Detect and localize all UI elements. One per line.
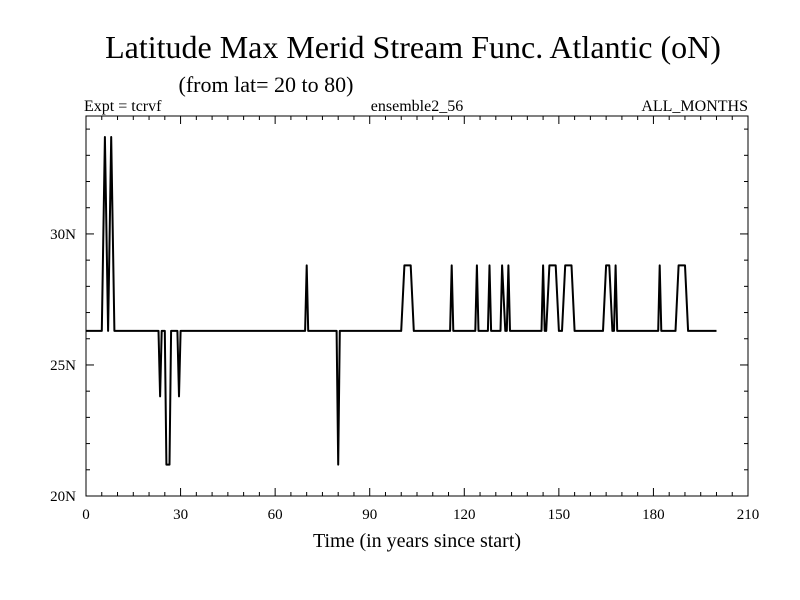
chart-title: Latitude Max Merid Stream Func. Atlantic…: [105, 29, 721, 65]
plot-frame: [85, 115, 749, 497]
header-left: Expt = tcrvf: [84, 98, 162, 115]
x-axis-label: Time (in years since start): [313, 530, 521, 552]
x-tick-label: 210: [737, 507, 760, 523]
header-center: ensemble2_56: [371, 98, 463, 115]
chart-subtitle: (from lat= 20 to 80): [179, 72, 354, 97]
y-tick-labels: 20N 25N 30N: [50, 227, 76, 505]
y-tick-label: 20N: [50, 489, 76, 505]
x-tick-label: 60: [268, 507, 283, 523]
x-tick-label: 30: [173, 507, 188, 523]
y-tick-label: 25N: [50, 358, 76, 374]
x-tick-labels: 0 30 60 90 120 150 180 210: [82, 507, 759, 523]
x-ticks: [85, 116, 749, 496]
x-tick-label: 0: [82, 507, 90, 523]
header-right: ALL_MONTHS: [641, 98, 748, 115]
x-tick-label: 150: [548, 507, 571, 523]
y-tick-label: 30N: [50, 227, 76, 243]
x-tick-label: 120: [453, 507, 476, 523]
x-tick-label: 90: [362, 507, 377, 523]
series-line: [86, 136, 717, 466]
y-ticks: [86, 128, 748, 497]
x-tick-label: 180: [642, 507, 665, 523]
